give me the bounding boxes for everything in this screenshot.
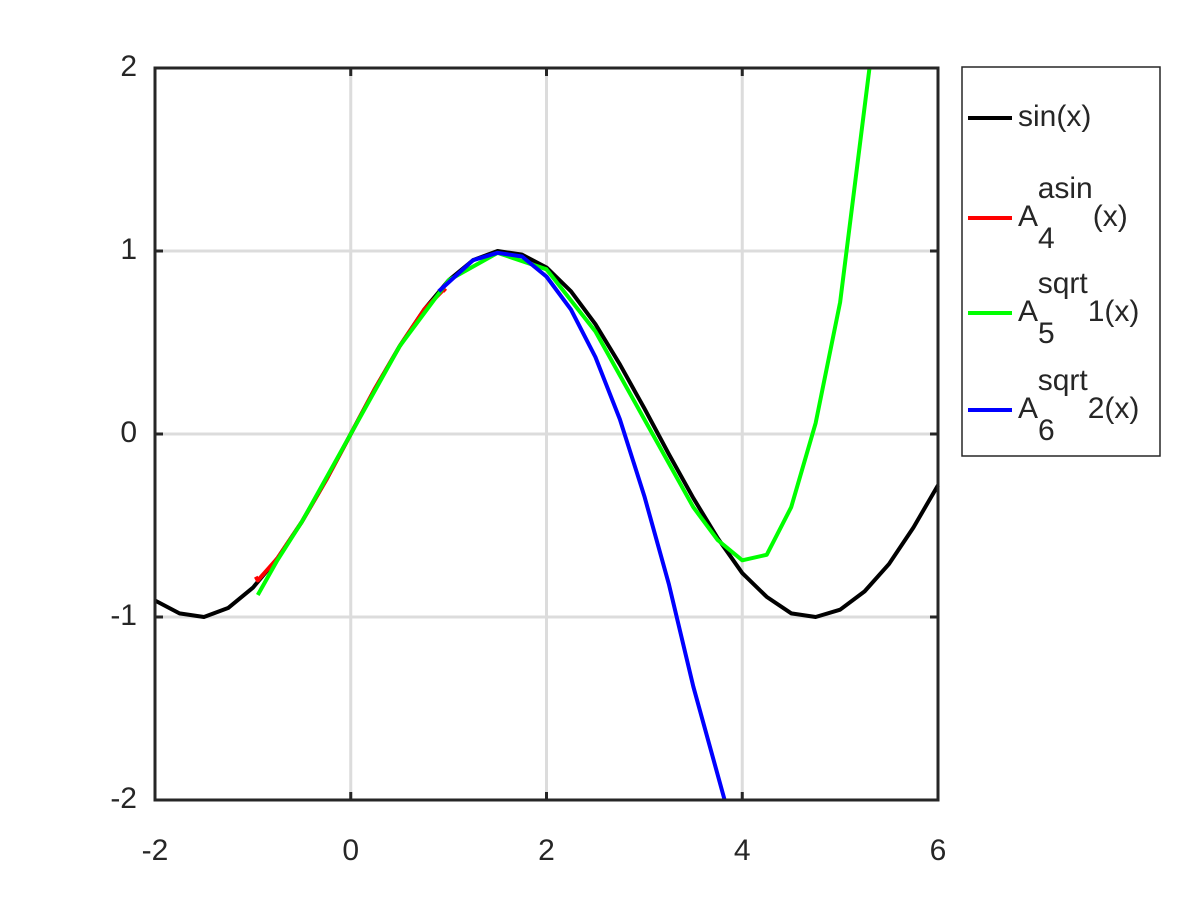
x-tick-label: 6 [930,834,947,867]
legend-label-sub: 5 [1038,317,1055,350]
legend-label-sub: 4 [1038,222,1055,255]
y-tick-label: -1 [110,599,137,632]
legend-label-tail: (x) [1093,200,1128,233]
legend-label-tail: 2(x) [1088,392,1140,425]
axes-box [153,66,940,802]
y-tick-label: 2 [120,50,137,83]
legend-label-base: A [1018,392,1038,425]
series-line [256,67,872,597]
x-tick-label: 0 [342,834,359,867]
x-tick-label: -2 [142,834,169,867]
x-tick-label: 4 [734,834,751,867]
y-tick-label: -2 [110,782,137,815]
legend-label-tail: 1(x) [1088,295,1140,328]
legend-label-sub: 6 [1038,414,1055,447]
legend-label: A4 asin(x) [1018,172,1128,255]
legend-label-base: A [1018,295,1038,328]
series-line [437,250,727,801]
y-tick-label: 0 [120,416,137,449]
legend-box [961,66,1161,457]
legend-label-sup: asin [1038,172,1093,205]
legend-label: A6 sqrt2(x) [1018,364,1139,447]
legend-label: A5 sqrt1(x) [1018,267,1139,350]
legend-label: sin(x) [1018,100,1091,133]
y-tick-label: 1 [120,233,137,266]
x-tick-label: 2 [538,834,555,867]
legend-label-sup: sqrt [1038,364,1089,397]
legend-label-sup: sqrt [1038,267,1089,300]
legend-label-base: A [1018,200,1038,233]
